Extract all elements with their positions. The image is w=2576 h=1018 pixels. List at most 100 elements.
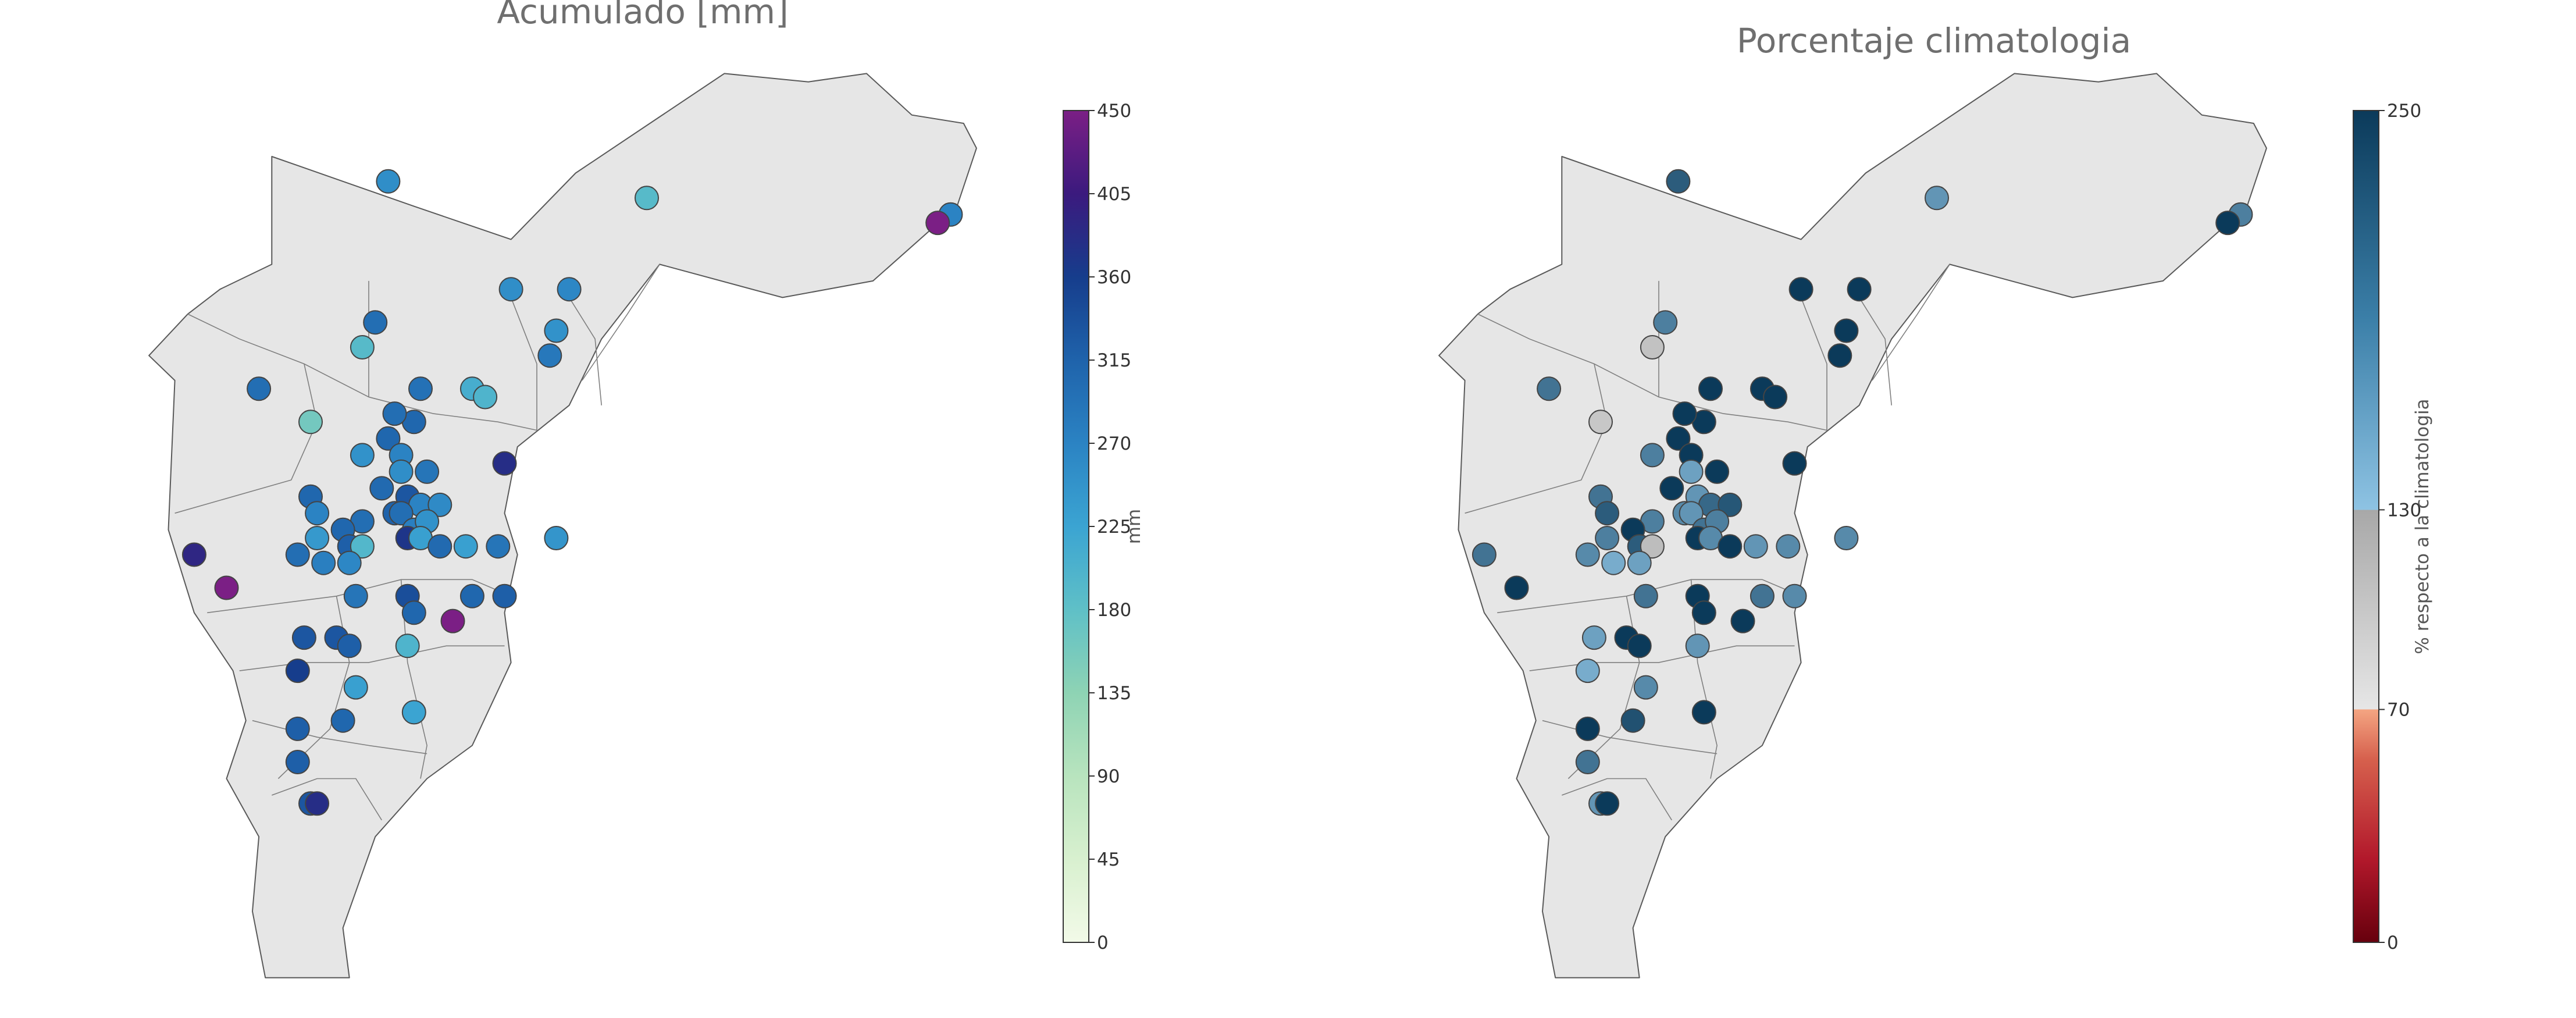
station-marker[interactable] <box>369 476 394 501</box>
station-marker[interactable] <box>214 575 239 600</box>
station-marker[interactable] <box>1640 335 1665 359</box>
station-marker[interactable] <box>376 426 401 451</box>
station-marker[interactable] <box>459 583 484 608</box>
station-marker[interactable] <box>1827 343 1852 368</box>
station-marker[interactable] <box>1581 625 1606 650</box>
colorbar-label: mm <box>1124 509 1145 544</box>
station-marker[interactable] <box>1763 385 1788 410</box>
station-marker[interactable] <box>1595 501 1620 526</box>
station-marker[interactable] <box>427 492 453 517</box>
station-marker[interactable] <box>337 633 362 659</box>
station-marker[interactable] <box>181 542 206 567</box>
station-marker[interactable] <box>440 608 465 633</box>
station-marker[interactable] <box>1633 583 1658 608</box>
station-marker[interactable] <box>492 451 517 476</box>
station-marker[interactable] <box>343 675 368 700</box>
station-marker[interactable] <box>285 659 310 684</box>
station-marker[interactable] <box>1776 534 1801 559</box>
station-marker[interactable] <box>1691 600 1716 625</box>
station-marker[interactable] <box>1653 310 1678 335</box>
station-marker[interactable] <box>498 277 523 302</box>
station-marker[interactable] <box>1834 526 1859 550</box>
station-marker[interactable] <box>291 625 316 650</box>
station-marker[interactable] <box>1595 791 1620 816</box>
station-marker[interactable] <box>925 211 950 236</box>
station-marker[interactable] <box>1595 526 1620 550</box>
station-marker[interactable] <box>330 708 355 733</box>
station-marker[interactable] <box>1575 659 1600 684</box>
station-marker[interactable] <box>389 501 414 526</box>
station-marker[interactable] <box>401 600 426 625</box>
station-marker[interactable] <box>1685 633 1710 659</box>
station-marker[interactable] <box>557 277 582 302</box>
station-marker[interactable] <box>1575 542 1600 567</box>
station-marker[interactable] <box>1925 186 1949 211</box>
station-marker[interactable] <box>1627 550 1652 575</box>
station-marker[interactable] <box>2215 211 2240 236</box>
station-marker[interactable] <box>1472 542 1497 567</box>
station-marker[interactable] <box>350 534 375 559</box>
station-marker[interactable] <box>486 534 511 559</box>
station-marker[interactable] <box>544 526 569 550</box>
station-marker[interactable] <box>350 335 375 359</box>
station-marker[interactable] <box>1743 534 1768 559</box>
station-marker[interactable] <box>395 633 420 659</box>
station-marker[interactable] <box>1718 492 1743 517</box>
station-marker[interactable] <box>401 700 426 725</box>
station-marker[interactable] <box>285 716 310 741</box>
station-marker[interactable] <box>389 459 414 484</box>
station-marker[interactable] <box>1640 443 1665 468</box>
station-marker[interactable] <box>1575 750 1600 774</box>
station-marker[interactable] <box>1601 550 1626 575</box>
station-marker[interactable] <box>1847 277 1872 302</box>
station-marker[interactable] <box>305 501 330 526</box>
station-marker[interactable] <box>305 526 330 550</box>
station-marker[interactable] <box>343 583 368 608</box>
station-marker[interactable] <box>1504 575 1529 600</box>
station-marker[interactable] <box>1666 169 1691 194</box>
station-marker[interactable] <box>1705 459 1730 484</box>
station-marker[interactable] <box>376 169 401 194</box>
station-marker[interactable] <box>305 791 330 816</box>
station-marker[interactable] <box>1698 376 1723 401</box>
station-marker[interactable] <box>1730 608 1755 633</box>
station-marker[interactable] <box>1672 401 1697 426</box>
station-marker[interactable] <box>247 376 272 401</box>
station-marker[interactable] <box>1718 534 1743 559</box>
station-marker[interactable] <box>1633 675 1658 700</box>
station-marker[interactable] <box>427 534 453 559</box>
station-marker[interactable] <box>1679 459 1704 484</box>
station-marker[interactable] <box>453 534 478 559</box>
station-marker[interactable] <box>1659 476 1684 501</box>
station-marker[interactable] <box>537 343 562 368</box>
station-marker[interactable] <box>285 542 310 567</box>
station-marker[interactable] <box>1620 708 1645 733</box>
colorbar-tick-label: 250 <box>2387 101 2421 122</box>
station-marker[interactable] <box>337 550 362 575</box>
station-marker[interactable] <box>415 459 440 484</box>
station-marker[interactable] <box>382 401 407 426</box>
station-marker[interactable] <box>544 318 569 343</box>
station-marker[interactable] <box>1575 716 1600 741</box>
station-marker[interactable] <box>1750 583 1775 608</box>
station-marker[interactable] <box>1666 426 1691 451</box>
station-marker[interactable] <box>1537 376 1562 401</box>
station-marker[interactable] <box>350 443 375 468</box>
station-marker[interactable] <box>285 750 310 774</box>
station-marker[interactable] <box>363 310 388 335</box>
station-marker[interactable] <box>1627 633 1652 659</box>
station-marker[interactable] <box>473 385 498 410</box>
station-marker[interactable] <box>492 583 517 608</box>
station-marker[interactable] <box>311 550 336 575</box>
station-marker[interactable] <box>1782 583 1807 608</box>
station-marker[interactable] <box>408 376 433 401</box>
station-marker[interactable] <box>298 410 323 435</box>
station-marker[interactable] <box>1834 318 1859 343</box>
station-marker[interactable] <box>635 186 659 211</box>
station-marker[interactable] <box>1691 700 1716 725</box>
station-marker[interactable] <box>1782 451 1807 476</box>
station-marker[interactable] <box>1588 410 1613 435</box>
station-marker[interactable] <box>1679 501 1704 526</box>
station-marker[interactable] <box>1788 277 1813 302</box>
station-marker[interactable] <box>1640 534 1665 559</box>
